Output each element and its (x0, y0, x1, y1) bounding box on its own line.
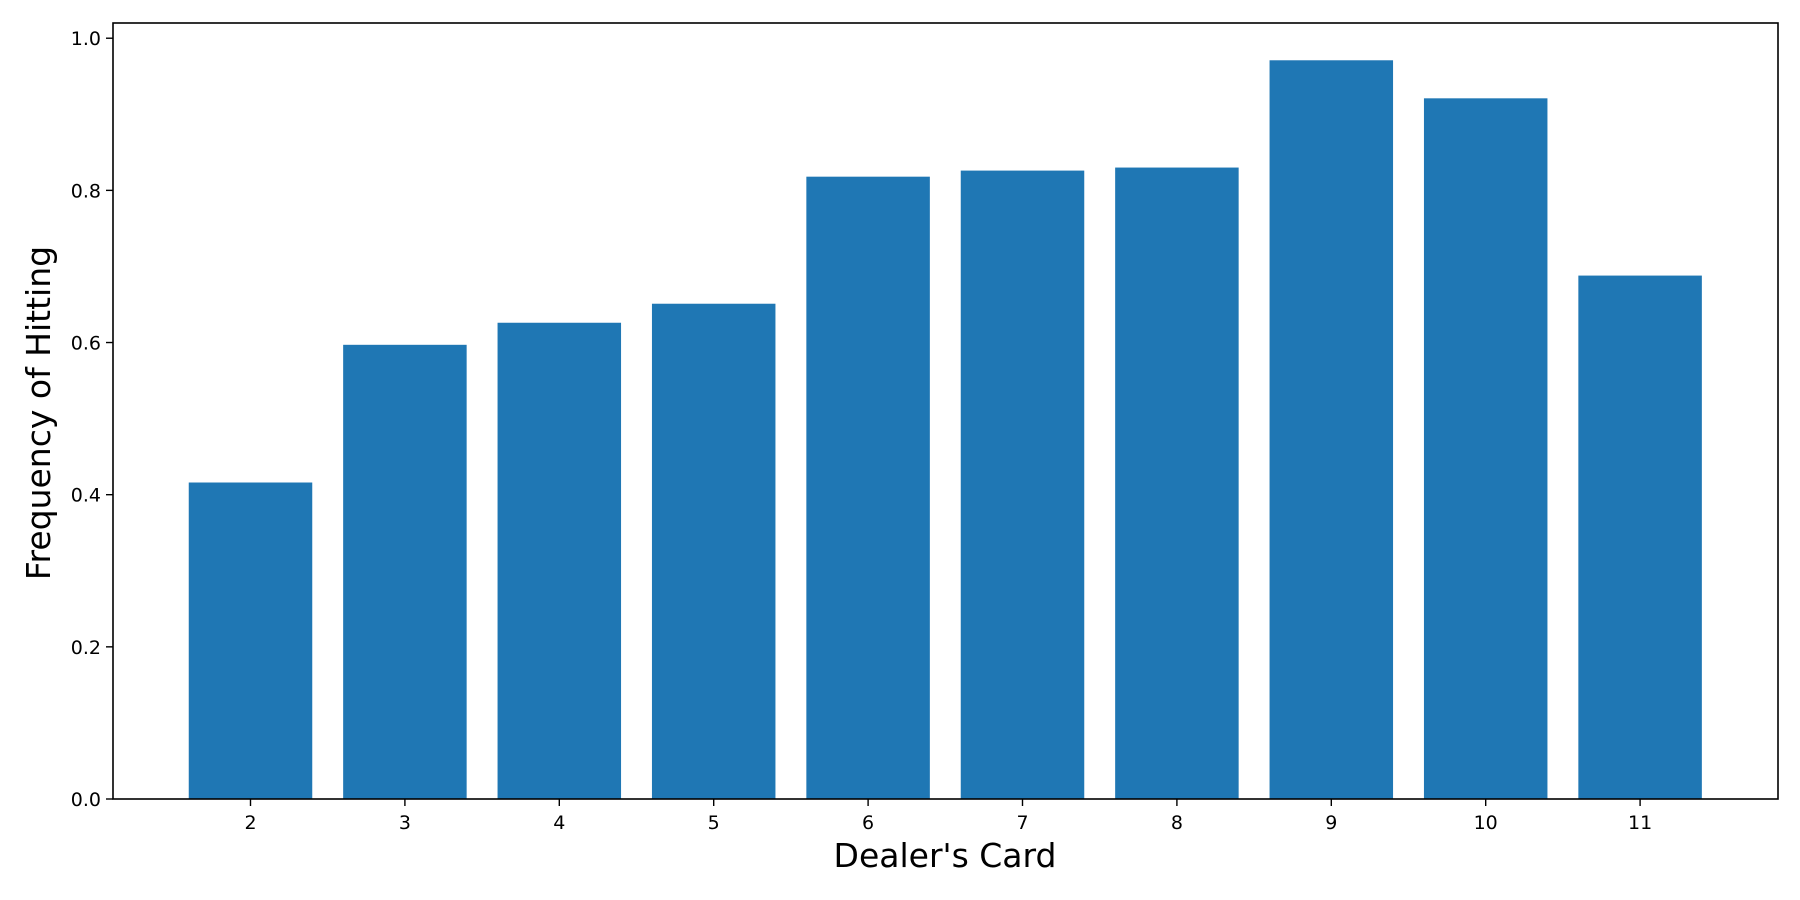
y-axis-title: Frequency of Hitting (19, 246, 58, 580)
x-tick-label: 5 (708, 812, 720, 834)
y-tick-label: 0.2 (71, 637, 101, 659)
x-tick-label: 8 (1171, 812, 1183, 834)
x-tick-label: 6 (862, 812, 874, 834)
x-tick-label: 9 (1325, 812, 1337, 834)
y-tick-label: 0.6 (71, 333, 101, 355)
bars-layer (188, 60, 1702, 800)
plot-frame (112, 22, 1779, 800)
bar-9 (1269, 60, 1394, 799)
bar-10 (1423, 98, 1548, 799)
y-tick-label: 1.0 (71, 28, 101, 50)
bar-4 (497, 322, 622, 799)
x-tick-label: 3 (399, 812, 411, 834)
x-tick-label: 4 (553, 812, 565, 834)
bar-8 (1115, 167, 1239, 800)
bar-5 (651, 303, 776, 799)
bar-3 (343, 344, 467, 799)
y-tick-label: 0.8 (71, 180, 101, 202)
x-tick-label: 2 (244, 812, 256, 834)
bar-2 (188, 482, 313, 799)
bar-11 (1578, 275, 1702, 800)
bar-7 (960, 170, 1085, 800)
bar-6 (806, 176, 930, 799)
x-tick-label: 11 (1628, 812, 1652, 834)
x-axis-title: Dealer's Card (834, 836, 1057, 875)
x-tick-label: 10 (1474, 812, 1498, 834)
y-tick-label: 0.4 (71, 485, 101, 507)
y-tick-label: 0.0 (71, 789, 101, 811)
x-tick-label: 7 (1016, 812, 1028, 834)
axes-layer: 2 3 4 5 6 7 8 9 10 11 0.0 0.2 0.4 0.6 0.8 1.0 (71, 22, 1779, 834)
